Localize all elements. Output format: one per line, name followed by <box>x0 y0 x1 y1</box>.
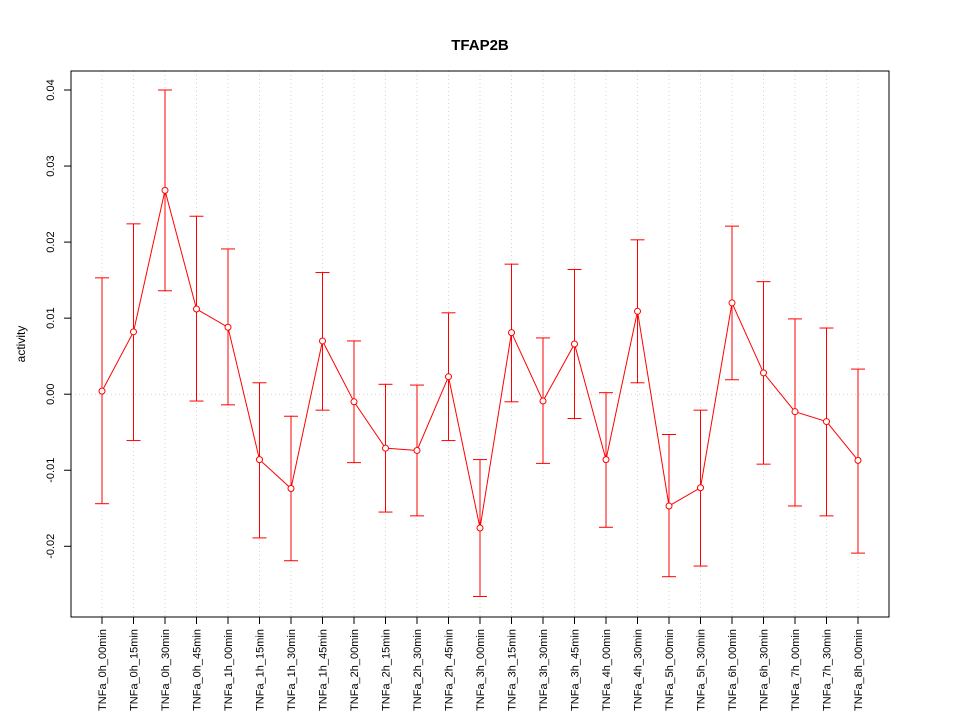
x-tick-label: TNFa_1h_00min <box>223 629 235 711</box>
data-point <box>728 299 736 307</box>
y-tick-label: -0.02 <box>45 534 57 559</box>
x-tick-label: TNFa_7h_00min <box>790 629 802 711</box>
x-tick-label: TNFa_2h_45min <box>444 629 456 711</box>
data-point <box>98 387 106 395</box>
data-point <box>130 328 137 336</box>
x-tick-label: TNFa_1h_30min <box>286 629 298 711</box>
y-axis-label: activity <box>14 326 28 363</box>
data-point <box>445 373 452 381</box>
x-tick-label: TNFa_1h_15min <box>255 629 267 711</box>
x-tick-label: TNFa_4h_00min <box>601 629 613 711</box>
data-point <box>634 307 641 315</box>
y-axis: -0.02 -0.01 0.00 0.01 0.02 0.03 0.04 <box>45 79 72 559</box>
data-point <box>760 369 767 377</box>
x-tick-label: TNFa_3h_00min <box>475 629 487 711</box>
data-point <box>571 340 578 348</box>
data-point <box>256 456 263 464</box>
data-point <box>665 502 673 510</box>
x-tick-label: TNFa_0h_45min <box>192 629 204 711</box>
x-tick-label: TNFa_3h_30min <box>538 629 550 711</box>
data-point <box>413 446 421 454</box>
x-tick-label: TNFa_3h_15min <box>507 629 519 711</box>
x-tick-label: TNFa_4h_30min <box>633 629 645 711</box>
data-point <box>382 444 389 452</box>
chart-title: TFAP2B <box>451 37 509 54</box>
y-tick-label: 0.01 <box>45 307 57 328</box>
y-tick-label: 0.00 <box>45 383 57 404</box>
data-point <box>602 456 610 464</box>
data-point <box>823 418 830 426</box>
x-axis: TNFa_0h_00min TNFa_0h_15min TNFa_0h_30min T… <box>97 616 865 711</box>
x-tick-label: TNFa_2h_00min <box>349 629 361 711</box>
x-tick-label: TNFa_7h_30min <box>822 629 834 711</box>
series <box>95 89 865 597</box>
x-tick-label: TNFa_0h_30min <box>160 629 172 711</box>
x-tick-label: TNFa_3h_45min <box>570 629 582 711</box>
y-tick-label: 0.03 <box>45 155 57 176</box>
data-point <box>350 398 358 406</box>
x-tick-label: TNFa_8h_00min <box>853 629 865 711</box>
x-tick-label: TNFa_5h_30min <box>696 629 708 711</box>
data-point <box>539 397 547 405</box>
data-point <box>854 456 862 464</box>
data-point <box>287 484 295 492</box>
x-tick-label: TNFa_0h_00min <box>97 629 109 711</box>
data-point <box>508 329 515 337</box>
data-point <box>319 337 326 345</box>
data-point <box>697 484 704 492</box>
y-tick-label: 0.04 <box>45 79 57 100</box>
x-tick-label: TNFa_1h_45min <box>318 629 330 711</box>
x-tick-label: TNFa_2h_30min <box>412 629 424 711</box>
x-tick-label: TNFa_6h_30min <box>759 629 771 711</box>
data-point <box>791 408 799 416</box>
x-tick-label: TNFa_6h_00min <box>727 629 739 711</box>
x-tick-label: TNFa_0h_15min <box>129 629 141 711</box>
data-point <box>161 186 169 194</box>
x-tick-label: TNFa_2h_15min <box>381 629 393 711</box>
data-point <box>193 305 200 313</box>
data-point <box>224 323 232 331</box>
x-tick-label: TNFa_5h_00min <box>664 629 676 711</box>
y-tick-label: 0.02 <box>45 231 57 252</box>
data-point <box>476 524 484 532</box>
y-tick-label: -0.01 <box>45 458 57 483</box>
